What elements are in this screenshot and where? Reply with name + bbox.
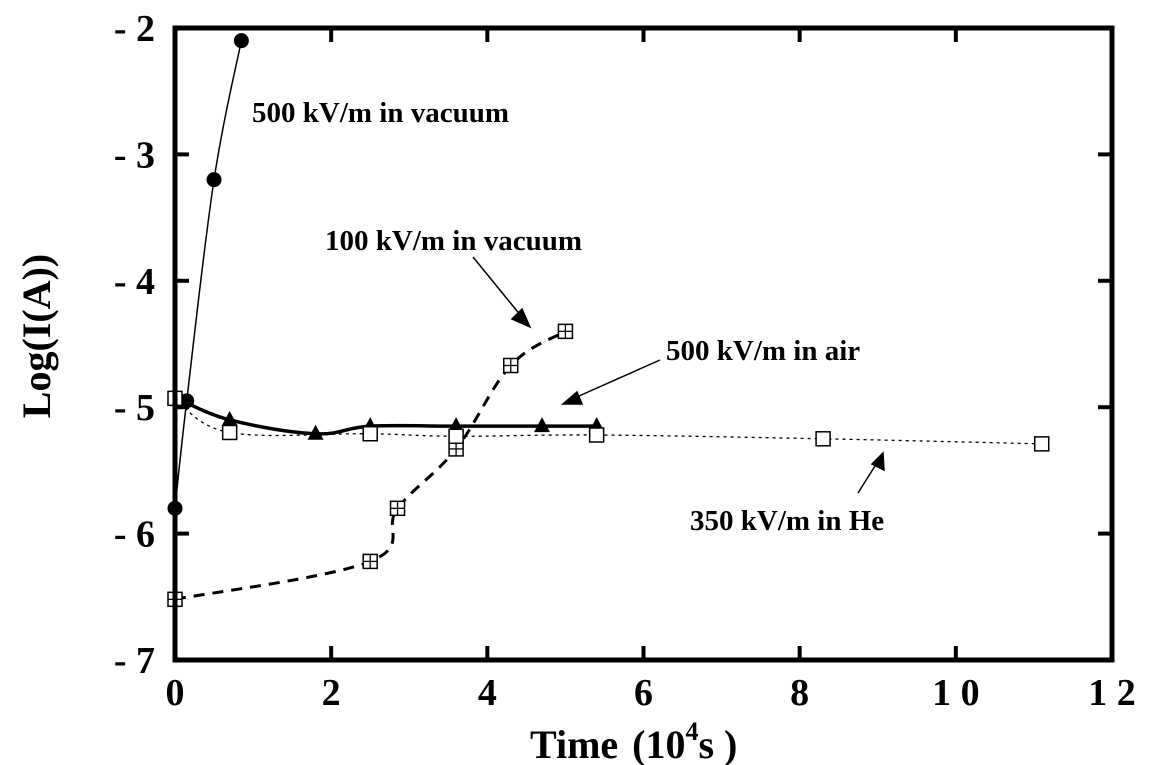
arrow-350-he-head (870, 451, 885, 472)
x-tick-label: 4 (478, 672, 497, 714)
data-point (389, 500, 406, 517)
data-point (221, 410, 238, 426)
data-point (557, 323, 574, 340)
data-point (206, 172, 222, 188)
arrow-100-vacuum-head (510, 307, 532, 329)
data-point (221, 424, 238, 441)
y-tick-label: - 7 (114, 640, 155, 682)
data-point (533, 417, 550, 433)
series-line-1 (174, 40, 243, 509)
data-point (362, 553, 378, 570)
tick-labels-layer: 0 2 4 6 8 1 0 1 2 - 2 - 3 - 4 - 5 - 6 - 7 (114, 8, 1136, 714)
series-line-3 (174, 395, 597, 436)
data-point (503, 357, 519, 374)
arrow-100-vacuum (472, 256, 527, 323)
data-point (307, 424, 324, 440)
x-axis-title: Time (104s ) (530, 717, 737, 765)
annotation-arrows (472, 256, 885, 494)
annotation-350-he: 350 kV/m in He (690, 505, 884, 537)
x-tick-label: 0 (166, 672, 185, 714)
x-tick-label: 8 (790, 672, 809, 714)
y-axis-title: Log(I(A)) (14, 254, 59, 418)
data-point (362, 425, 378, 442)
y-tick-label: - 2 (114, 8, 155, 50)
x-tick-label: 1 0 (932, 672, 980, 714)
annotation-500-air: 500 kV/m in air (666, 335, 860, 367)
y-tick-label: - 3 (114, 134, 155, 176)
data-point (448, 417, 465, 433)
ticks-layer (173, 26, 1114, 662)
data-point (179, 393, 195, 409)
x-tick-label: 2 (322, 672, 341, 714)
data-point (588, 427, 605, 443)
data-point (448, 428, 464, 445)
data-point (233, 33, 249, 49)
data-point (815, 431, 831, 447)
x-tick-label: 1 2 (1088, 672, 1136, 714)
series-line-2 (174, 330, 567, 601)
x-tick-label: 6 (634, 672, 653, 714)
annotation-500-vacuum: 500 kV/m in vacuum (252, 97, 509, 129)
arrow-500-air-head (560, 390, 584, 405)
annotation-100-vacuum: 100 kV/m in vacuum (325, 225, 582, 257)
y-tick-label: - 6 (114, 514, 155, 556)
y-tick-label: - 4 (114, 261, 155, 303)
y-tick-label: - 5 (114, 387, 155, 429)
arrow-500-air (569, 359, 661, 401)
series-line-4 (174, 397, 1042, 445)
data-point (1033, 436, 1050, 452)
